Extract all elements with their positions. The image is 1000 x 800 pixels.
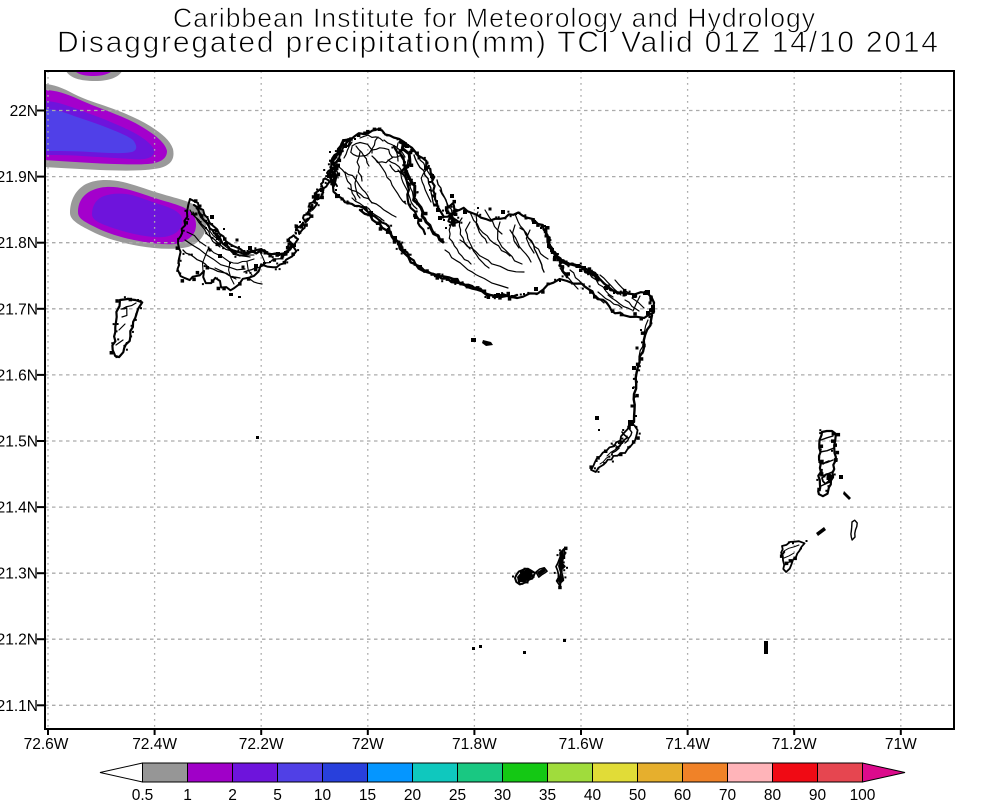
svg-text:21.9N: 21.9N (0, 169, 38, 186)
svg-text:40: 40 (584, 787, 602, 800)
svg-text:0.5: 0.5 (132, 787, 154, 800)
svg-text:60: 60 (674, 787, 692, 800)
svg-text:2: 2 (228, 787, 237, 800)
svg-text:20: 20 (404, 787, 422, 800)
svg-text:21.8N: 21.8N (0, 235, 38, 252)
svg-text:72.6W: 72.6W (24, 736, 69, 753)
svg-text:72W: 72W (352, 736, 384, 753)
svg-text:71.4W: 71.4W (665, 736, 710, 753)
svg-text:90: 90 (809, 787, 827, 800)
svg-text:30: 30 (494, 787, 512, 800)
svg-text:70: 70 (719, 787, 737, 800)
svg-text:72.4W: 72.4W (132, 736, 177, 753)
svg-text:5: 5 (273, 787, 282, 800)
svg-text:22N: 22N (10, 103, 38, 120)
svg-text:Disaggregated precipitation(mm: Disaggregated precipitation(mm) TCI Vali… (57, 26, 938, 59)
svg-text:72.2W: 72.2W (239, 736, 284, 753)
svg-text:71.8W: 71.8W (452, 736, 497, 753)
svg-text:71.2W: 71.2W (772, 736, 817, 753)
svg-text:21.6N: 21.6N (0, 367, 38, 384)
svg-text:21.1N: 21.1N (0, 698, 38, 715)
svg-text:21.2N: 21.2N (0, 632, 38, 649)
svg-text:21.7N: 21.7N (0, 301, 38, 318)
svg-text:100: 100 (850, 787, 876, 800)
svg-text:50: 50 (629, 787, 647, 800)
svg-text:21.5N: 21.5N (0, 434, 38, 451)
svg-text:Caribbean Institute for Meteor: Caribbean Institute for Meteorology and … (173, 3, 816, 33)
svg-text:21.4N: 21.4N (0, 500, 38, 517)
svg-text:71W: 71W (885, 736, 917, 753)
svg-text:15: 15 (359, 787, 376, 800)
svg-text:21.3N: 21.3N (0, 566, 38, 583)
svg-text:10: 10 (314, 787, 332, 800)
svg-text:71.6W: 71.6W (559, 736, 604, 753)
svg-text:35: 35 (539, 787, 556, 800)
svg-text:80: 80 (764, 787, 782, 800)
svg-text:1: 1 (183, 787, 192, 800)
svg-text:25: 25 (449, 787, 466, 800)
